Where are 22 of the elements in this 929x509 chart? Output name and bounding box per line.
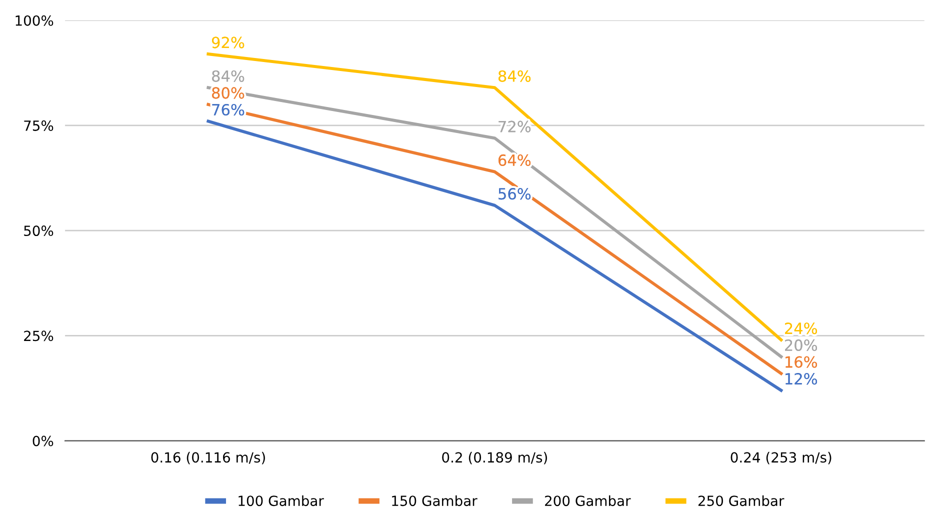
data-label: 72%	[498, 120, 531, 132]
x-tick-label: 0.24 (253 m/s)	[730, 452, 832, 464]
x-tick-label: 0.2 (0.189 m/s)	[442, 452, 547, 464]
data-label: 24%	[785, 322, 818, 334]
data-label: 84%	[212, 70, 244, 82]
y-tick-label: 25%	[24, 330, 54, 342]
data-label: 12%	[786, 373, 818, 385]
x-tick-label: 0.16 (0.116 m/s)	[151, 452, 265, 464]
legend-label: 250 Gambar	[698, 495, 784, 506]
data-label: 64%	[498, 154, 531, 166]
data-label: 80%	[212, 87, 244, 99]
y-tick-label: 50%	[24, 226, 54, 236]
data-label: 92%	[212, 36, 244, 48]
legend-label: 150 Gambar	[392, 495, 478, 506]
y-tick-label: 100%	[16, 15, 54, 26]
y-tick-label: 0%	[32, 436, 54, 446]
legend-label: 200 Gambar	[545, 495, 631, 506]
data-label: 84%	[498, 70, 531, 82]
y-tick-label: 75%	[24, 120, 54, 131]
data-label: 16%	[786, 356, 818, 368]
data-label: 20%	[785, 339, 818, 351]
legend-label: 100 Gambar	[238, 495, 324, 506]
